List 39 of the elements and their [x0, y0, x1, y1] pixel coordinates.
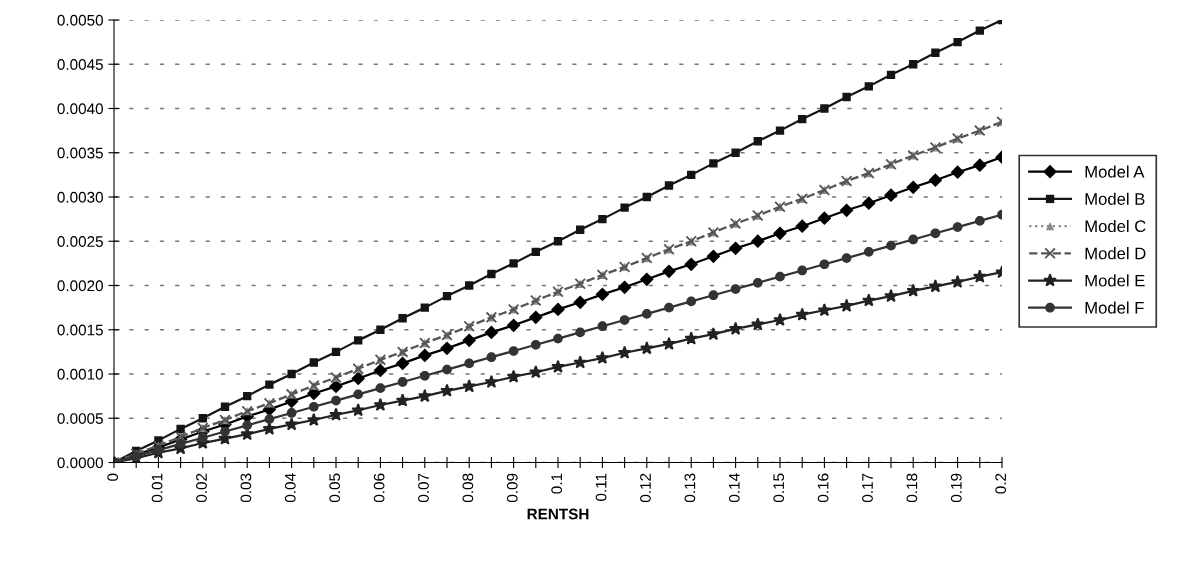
- x-tick-label: 0.13: [684, 473, 696, 503]
- legend-label: Model C: [1085, 219, 1146, 233]
- y-tick-label: 0.0030: [57, 191, 103, 203]
- legend-label: Model B: [1085, 192, 1145, 205]
- x-tick-label: 0.05: [329, 473, 341, 503]
- x-tick-label: 0: [107, 473, 119, 481]
- y-tick-label: 0.0000: [57, 457, 103, 469]
- x-tick-label: 0.16: [817, 473, 829, 503]
- x-tick-label: 0.1: [551, 473, 563, 494]
- x-tick-label: 0.06: [373, 473, 385, 503]
- x-tick-label: 0.11: [595, 473, 607, 501]
- y-tick-label: 0.0040: [57, 103, 103, 115]
- y-tick-label: 0.0035: [57, 147, 103, 159]
- x-tick-label: 0.02: [196, 473, 207, 503]
- y-tick-label: 0.0005: [57, 413, 103, 424]
- x-tick-label: 0.17: [862, 473, 873, 503]
- y-tick-label: 0.0045: [57, 59, 103, 70]
- legend-label: Model D: [1085, 247, 1146, 260]
- x-tick-label: 0.14: [728, 473, 740, 503]
- x-tick-label: 0.19: [950, 473, 962, 503]
- x-tick-label: 0.04: [284, 473, 296, 503]
- y-tick-label: 0.0015: [57, 324, 103, 336]
- y-tick-label: 0.0050: [57, 14, 103, 26]
- x-tick-label: 0.08: [462, 473, 474, 503]
- x-tick-label: 0.03: [240, 473, 252, 503]
- y-tick-label: 0.0010: [57, 368, 103, 380]
- x-tick-label: 0.07: [418, 473, 429, 503]
- x-tick-label: 0.01: [151, 473, 163, 503]
- x-tick-label: 0.12: [640, 473, 651, 503]
- x-tick-label: 0.15: [773, 473, 785, 503]
- y-tick-label: 0.0025: [57, 236, 103, 247]
- x-tick-label: 0.18: [906, 473, 918, 503]
- legend-label: Model A: [1085, 165, 1145, 178]
- y-tick-label: 0.0020: [57, 280, 103, 292]
- x-tick-label: 0.09: [506, 473, 518, 503]
- x-tick-label: 0.2: [995, 473, 1007, 494]
- x-axis-title: RENTSH: [527, 508, 589, 520]
- legend-label: Model F: [1085, 301, 1144, 314]
- legend-label: Model E: [1085, 274, 1145, 287]
